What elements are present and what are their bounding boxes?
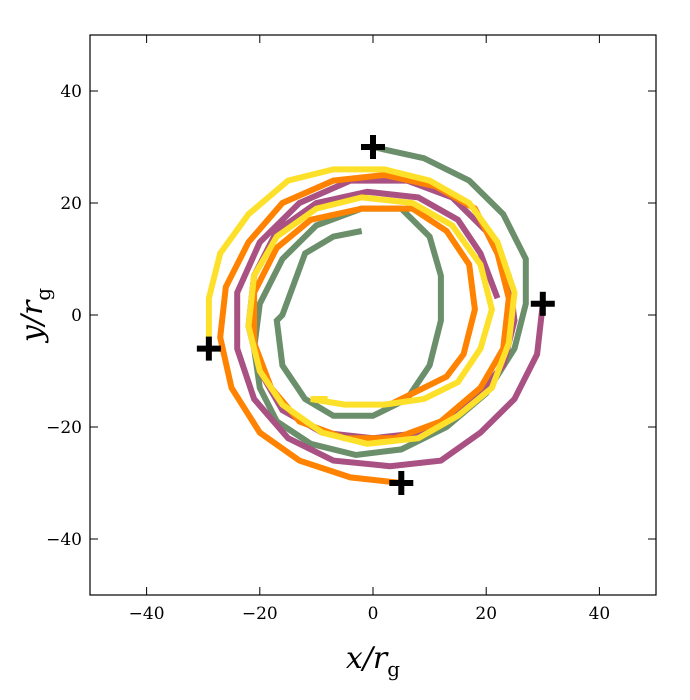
plus-marker-4 <box>196 336 221 361</box>
x-tick-label: 40 <box>589 604 611 624</box>
x-tick-label: 0 <box>368 604 379 624</box>
y-axis-label: y/rg <box>15 288 55 344</box>
tick-layer: −40 −20 0 20 40 −40 −20 0 20 40 <box>46 35 656 624</box>
plus-marker-2 <box>530 291 555 316</box>
x-tick-label: 20 <box>475 604 497 624</box>
series-line-3 <box>217 171 512 486</box>
y-tick-label: 40 <box>60 82 82 102</box>
y-tick-label: −40 <box>46 530 82 550</box>
series-layer <box>205 144 546 486</box>
x-axis-label-sub: g <box>387 657 400 681</box>
y-tick-label: −20 <box>46 418 82 438</box>
x-axis-label-main: x/r <box>346 641 389 676</box>
plus-marker-3 <box>389 471 414 495</box>
plus-marker-1 <box>361 135 385 159</box>
y-tick-label: 0 <box>71 306 82 326</box>
marker-layer <box>196 135 555 495</box>
x-tick-label: −20 <box>242 604 278 624</box>
series-line-4 <box>205 166 518 447</box>
y-axis-label-main: y/r <box>15 299 50 344</box>
y-tick-label: 20 <box>60 194 82 214</box>
x-tick-label: −40 <box>129 604 165 624</box>
y-axis-label-sub: g <box>31 288 55 301</box>
x-axis-label: x/rg <box>346 641 400 681</box>
series-line-1 <box>251 144 529 459</box>
